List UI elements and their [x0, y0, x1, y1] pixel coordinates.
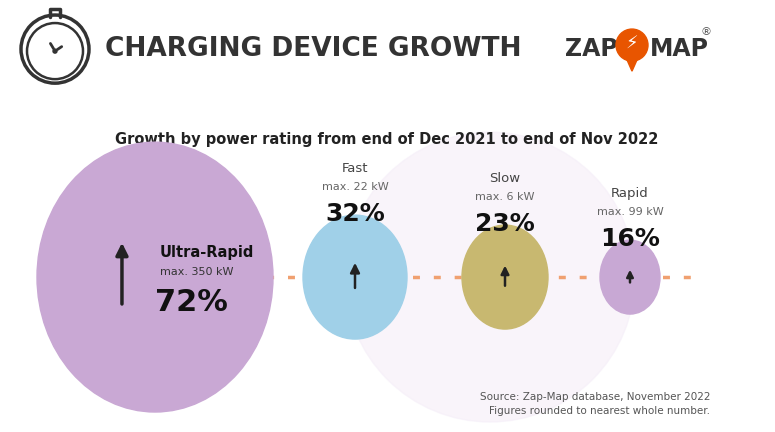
Circle shape — [345, 132, 635, 422]
Text: Growth by power rating from end of Dec 2021 to end of Nov 2022: Growth by power rating from end of Dec 2… — [115, 132, 659, 147]
Text: ⚡: ⚡ — [625, 35, 639, 53]
Circle shape — [53, 49, 57, 53]
Text: max. 22 kW: max. 22 kW — [322, 182, 388, 192]
Text: MAP: MAP — [650, 37, 709, 61]
Text: 72%: 72% — [155, 288, 228, 317]
Text: 23%: 23% — [475, 212, 535, 236]
Text: CHARGING DEVICE GROWTH: CHARGING DEVICE GROWTH — [105, 36, 522, 62]
Text: Source: Zap-Map database, November 2022
Figures rounded to nearest whole number.: Source: Zap-Map database, November 2022 … — [480, 392, 710, 416]
Text: Slow: Slow — [490, 172, 521, 185]
Text: ZAP: ZAP — [565, 37, 618, 61]
Text: 32%: 32% — [326, 202, 385, 226]
Text: max. 350 kW: max. 350 kW — [160, 267, 233, 277]
Text: Fast: Fast — [342, 162, 368, 175]
Text: max. 99 kW: max. 99 kW — [597, 207, 663, 217]
Text: Ultra-Rapid: Ultra-Rapid — [160, 245, 254, 260]
Text: ®: ® — [700, 27, 711, 37]
Ellipse shape — [303, 215, 407, 339]
Ellipse shape — [37, 142, 273, 412]
Text: 16%: 16% — [600, 227, 660, 251]
Circle shape — [616, 29, 648, 61]
Text: max. 6 kW: max. 6 kW — [475, 192, 535, 202]
Ellipse shape — [462, 225, 548, 329]
Ellipse shape — [600, 240, 660, 314]
PathPatch shape — [624, 53, 640, 71]
Text: Rapid: Rapid — [611, 187, 649, 200]
Circle shape — [19, 13, 91, 85]
Circle shape — [27, 23, 83, 79]
